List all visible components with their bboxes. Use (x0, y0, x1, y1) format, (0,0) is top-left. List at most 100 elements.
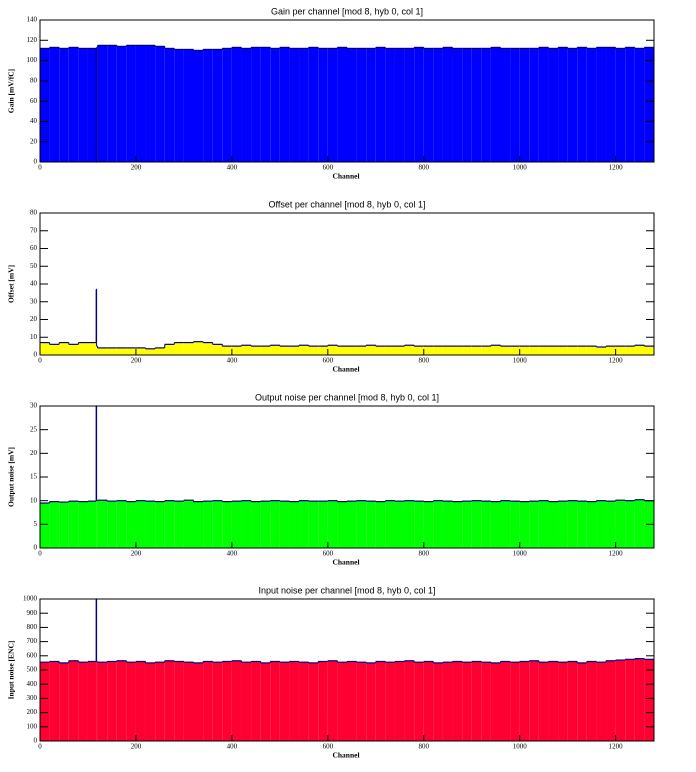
y-tick-label: 800 (27, 623, 38, 631)
bar (586, 346, 597, 355)
bar (433, 662, 443, 741)
bar (251, 661, 261, 741)
y-tick-label: 15 (30, 473, 38, 481)
bar (644, 47, 654, 163)
bar (625, 500, 635, 548)
bar (596, 347, 607, 355)
bar (68, 501, 79, 548)
bar (366, 48, 376, 162)
bar (260, 501, 271, 548)
x-tick-label: 600 (323, 164, 334, 172)
bar (318, 346, 328, 355)
bar (203, 661, 213, 741)
bar (414, 346, 424, 355)
bar (519, 501, 530, 548)
bar (558, 47, 568, 163)
bar (174, 49, 184, 162)
bar (231, 501, 242, 548)
bar (442, 501, 453, 548)
y-tick-label: 500 (27, 666, 38, 674)
bar (145, 501, 156, 548)
bar (356, 346, 367, 355)
bar (519, 346, 530, 355)
bar (625, 659, 635, 741)
y-tick-label: 5 (34, 520, 38, 528)
bar (260, 662, 271, 741)
bar (634, 48, 645, 162)
bar (615, 48, 626, 162)
bar (241, 662, 252, 741)
bar (471, 346, 482, 355)
y-tick-label: 40 (30, 280, 38, 288)
bar (59, 342, 69, 355)
x-tick-label: 800 (419, 743, 430, 751)
bar (625, 346, 635, 355)
bar (96, 661, 98, 741)
bar (87, 342, 97, 355)
bar (260, 346, 271, 355)
bar (193, 662, 204, 741)
chart-title: Output noise per channel [mod 8, hyb 0, … (255, 392, 439, 402)
bar (241, 500, 252, 548)
bar (538, 662, 549, 741)
x-axis-title: Channel (332, 751, 359, 760)
bar (452, 346, 463, 355)
bar (404, 345, 415, 355)
bar (68, 344, 79, 355)
bar (433, 346, 443, 355)
bar (135, 45, 146, 162)
bar (279, 501, 290, 548)
y-tick-label: 200 (27, 708, 38, 716)
bar (577, 47, 587, 163)
y-tick-label: 10 (30, 333, 38, 341)
y-tick-label: 900 (27, 609, 38, 617)
bar (394, 346, 405, 355)
y-tick-label: 70 (30, 226, 38, 234)
bar (366, 501, 376, 548)
bar (96, 346, 98, 355)
bar (49, 47, 60, 163)
bar (116, 46, 127, 162)
bar (606, 660, 616, 741)
bar (529, 346, 539, 355)
bar (97, 500, 108, 548)
bar (327, 48, 338, 162)
bar (126, 662, 136, 741)
bar (423, 48, 434, 162)
bar (394, 501, 405, 548)
bar (87, 48, 97, 162)
x-tick-label: 1000 (513, 743, 528, 751)
bar (606, 47, 616, 163)
bar (155, 662, 165, 741)
bar (452, 661, 463, 741)
x-tick-label: 1000 (513, 164, 528, 172)
y-tick-label: 100 (27, 56, 38, 64)
bar (279, 47, 290, 163)
bar (337, 346, 347, 355)
bar (203, 342, 213, 355)
bar (97, 662, 108, 741)
bar (337, 501, 347, 548)
bar (222, 346, 232, 355)
bar (222, 661, 232, 741)
bar (394, 661, 405, 741)
bar (145, 45, 156, 162)
bar (59, 48, 69, 162)
bar (606, 346, 616, 355)
bar (299, 345, 309, 355)
bar (299, 500, 309, 548)
bar (462, 48, 472, 162)
bar (203, 49, 213, 162)
bar (126, 501, 136, 548)
bar (145, 662, 156, 741)
bar (548, 661, 559, 741)
y-tick-label: 25 (30, 425, 38, 433)
y-tick-label: 20 (30, 315, 38, 323)
bar (289, 501, 300, 548)
bar (375, 346, 386, 355)
bar (481, 48, 491, 162)
bar (78, 662, 88, 741)
bar (471, 661, 482, 741)
bar (308, 47, 319, 163)
